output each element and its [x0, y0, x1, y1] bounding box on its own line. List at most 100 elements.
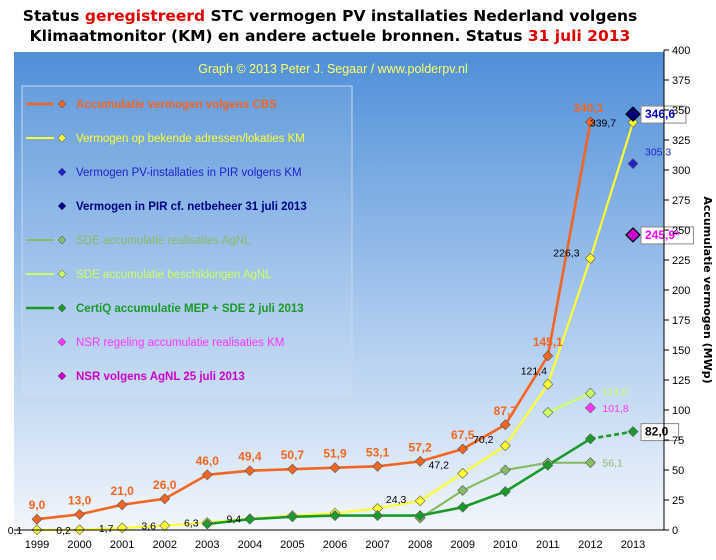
y-tick-label: 200: [672, 285, 690, 297]
series-1-data-label: 339,7: [590, 117, 616, 129]
series-6-point: [585, 433, 596, 445]
series-8-data-label: 245,9*: [645, 228, 680, 242]
series-6-point: [542, 459, 554, 471]
series-0-data-label: 21,0: [110, 484, 134, 498]
series-0-data-label: 145,1: [533, 335, 563, 349]
legend-swatch-marker-1: [57, 133, 67, 143]
series-6-point: [329, 510, 341, 522]
series-0-data-label: 67,5: [451, 428, 475, 442]
title-line-1: Status geregistreerd STC vermogen PV ins…: [0, 6, 660, 26]
legend-swatch-marker-3: [57, 201, 67, 211]
series-0-data-label: 13,0: [68, 493, 92, 507]
series-4-data-label: 56,1: [602, 458, 623, 470]
series-8-label-box: [640, 226, 694, 245]
series-2-data-label: 305,3: [645, 147, 671, 159]
series-4-point: [585, 457, 596, 469]
series-6-line-provisional: [590, 430, 634, 441]
x-tick-label: 2013: [621, 539, 645, 551]
legend-entry-4: SDE accumulatie realisaties AgNL: [76, 235, 251, 247]
series-6-point: [499, 486, 511, 498]
series-0-data-label: 87,7: [494, 404, 518, 418]
legend-entry-1: Vermogen op bekende adressen/lokaties KM: [76, 133, 305, 145]
y-tick-label: 350: [672, 105, 690, 117]
y-tick-label: 0: [672, 525, 678, 537]
title-line-1-post: STC vermogen PV installaties Nederland v…: [205, 7, 638, 25]
y-tick-label: 250: [672, 225, 690, 237]
series-0-data-label: 26,0: [153, 478, 177, 492]
legend-swatch-marker-5: [57, 269, 67, 279]
series-5-point: [542, 406, 554, 418]
legend: Accumulatie vermogen volgens CBS Vermogen…: [26, 99, 307, 383]
series-1-data-label: 47,2: [428, 459, 449, 471]
series-7-point: [585, 402, 596, 414]
series-0-point: [244, 465, 256, 477]
series-6-point: [201, 518, 213, 530]
series-1-point: [457, 467, 469, 479]
y-tick-label: 225: [672, 255, 690, 267]
series-1-data-label: 226,3: [553, 247, 579, 259]
series-0-line: [36, 121, 592, 521]
series-6-data-label: 82,0: [645, 425, 669, 439]
title-line-2-pre: Klimaatmonitor (KM) en andere actuele br…: [29, 27, 528, 45]
series-6-label-box: [640, 423, 680, 442]
chart-credit: Graph © 2013 Peter J. Segaar / www.polde…: [198, 62, 468, 76]
series-0-point: [372, 460, 383, 472]
series-6-point: [627, 426, 639, 438]
series-6-line: [207, 437, 592, 526]
series-5-line: [547, 392, 591, 414]
series-6-point: [287, 511, 298, 523]
series-1-data-label: 24,3: [386, 494, 407, 506]
series-0-data-label: 49,4: [238, 450, 262, 464]
series-0-point: [329, 462, 341, 474]
series-0-point: [201, 469, 213, 481]
series-0-data-label: 46,0: [196, 454, 220, 468]
series-3-point: [625, 106, 641, 122]
y-tick-label: 375: [672, 75, 690, 87]
series-0-data-label: 53,1: [366, 445, 390, 459]
y-tick-label: 275: [672, 195, 690, 207]
y-axis: 0 25 50 75 100 125 150 175 200 225 250 275 300 325 350…: [663, 45, 690, 537]
x-tick-label: 2008: [408, 539, 432, 551]
chart-title: Status geregistreerd STC vermogen PV ins…: [0, 6, 660, 46]
y-tick-label: 75: [672, 435, 684, 447]
series-0-point: [287, 463, 298, 475]
y-axis-label: Accumulatie vermogen (MWp): [701, 196, 714, 383]
series-1-data-label: 9,4: [227, 514, 242, 526]
legend-swatch-marker-0: [57, 99, 67, 109]
series-markers: [31, 106, 641, 536]
series-6-point: [414, 510, 426, 522]
series-8-point: [625, 227, 641, 243]
x-axis: 1999 2000 2001 2002 2003 2004 2005 2006 2007 2008…: [14, 529, 664, 551]
y-tick-label: 25: [672, 495, 684, 507]
series-0-data-label: 9,0: [29, 498, 46, 512]
series-2-point: [627, 158, 639, 170]
series-1-point: [542, 378, 554, 390]
title-line-1-pre: Status: [22, 7, 85, 25]
legend-entry-0: Accumulatie vermogen volgens CBS: [76, 99, 277, 111]
series-0-point: [116, 499, 128, 511]
x-tick-label: 2006: [323, 539, 347, 551]
series-4-point: [499, 464, 511, 476]
x-tick-label: 2010: [493, 539, 517, 551]
y-tick-label: 50: [672, 465, 684, 477]
series-6-point: [457, 501, 469, 513]
series-0-point: [457, 443, 469, 455]
x-tick-label: 2001: [110, 539, 134, 551]
series-1-data-label: 0,1: [8, 525, 23, 537]
title-line-2-date: 31 juli 2013: [527, 27, 631, 45]
legend-swatch-marker-6: [57, 303, 67, 313]
title-line-1-highlight: geregistreerd: [84, 7, 206, 25]
x-tick-label: 2000: [67, 539, 91, 551]
series-0-point: [585, 116, 596, 128]
legend-entry-6: CertiQ accumulatie MEP + SDE 2 juli 2013: [76, 303, 304, 315]
series-6-point: [244, 513, 256, 525]
x-tick-label: 2009: [450, 539, 474, 551]
legend-entry-7: NSR regeling accumulatie realisaties KM: [76, 337, 284, 349]
series-1-data-label: 6,3: [184, 517, 199, 529]
legend-swatch-marker-7: [57, 337, 67, 347]
legend-entry-5: SDE accumulatie beschikkingen AgNL: [76, 269, 272, 281]
series-0-data-label: 50,7: [281, 448, 305, 462]
series-1-point: [627, 116, 639, 128]
x-tick-label: 2003: [195, 539, 219, 551]
